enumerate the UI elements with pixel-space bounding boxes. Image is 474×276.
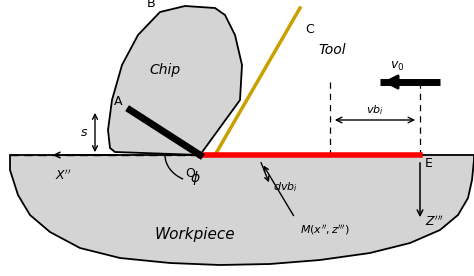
- Text: $vb_i$: $vb_i$: [366, 103, 384, 117]
- Text: $M(x'',z''')$: $M(x'',z''')$: [300, 223, 350, 237]
- Text: Chip: Chip: [149, 63, 181, 77]
- Text: $dvb_i$: $dvb_i$: [273, 180, 298, 194]
- Text: $Z'''$: $Z'''$: [425, 215, 444, 230]
- Text: B: B: [146, 0, 155, 10]
- Text: $v_0$: $v_0$: [390, 60, 404, 73]
- Text: C: C: [305, 23, 314, 36]
- Text: s: s: [81, 126, 87, 139]
- Text: Tool: Tool: [318, 43, 346, 57]
- Polygon shape: [10, 155, 474, 265]
- Text: A: A: [113, 95, 122, 108]
- Text: E: E: [425, 157, 433, 170]
- Text: $\phi$: $\phi$: [190, 169, 201, 187]
- Text: O: O: [185, 167, 195, 180]
- Text: $X''$: $X''$: [55, 168, 72, 182]
- Text: Workpiece: Workpiece: [155, 227, 235, 243]
- Polygon shape: [108, 6, 242, 155]
